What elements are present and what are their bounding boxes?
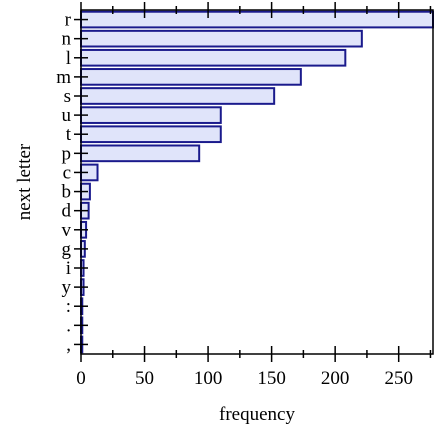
y-tick-label: , xyxy=(66,334,71,355)
x-tick-label: 0 xyxy=(76,368,86,389)
y-tick-label: n xyxy=(62,29,72,50)
y-tick-label: y xyxy=(62,277,72,298)
y-axis-title: next letter xyxy=(14,143,35,220)
y-tick-label: g xyxy=(62,239,72,260)
y-tick-label: v xyxy=(62,220,72,241)
y-tick-label: b xyxy=(62,182,72,203)
y-tick-label: p xyxy=(62,143,72,164)
y-tick-label: r xyxy=(65,10,72,31)
x-tick-label: 250 xyxy=(384,368,413,389)
y-tick-label: u xyxy=(62,105,72,126)
y-tick-label: i xyxy=(66,258,71,279)
y-tick-label: t xyxy=(66,124,72,145)
x-tick-label: 100 xyxy=(194,368,223,389)
y-tick-label: d xyxy=(62,201,72,222)
x-tick-label: 150 xyxy=(257,368,286,389)
bar-3 xyxy=(80,68,302,86)
y-tick-label: c xyxy=(63,162,71,183)
y-tick-label: : xyxy=(66,296,71,317)
bar-1 xyxy=(80,29,363,48)
bar-6 xyxy=(80,125,222,144)
bar-7 xyxy=(80,144,201,163)
bar-2 xyxy=(80,48,347,67)
bar-5 xyxy=(80,106,222,124)
y-tick-label: s xyxy=(64,86,71,107)
x-tick-label: 200 xyxy=(321,368,350,389)
bars-group xyxy=(80,10,434,354)
y-tick-label: l xyxy=(66,48,71,69)
x-axis-title: frequency xyxy=(219,404,295,425)
plot-frame xyxy=(80,9,434,355)
y-tick-label: . xyxy=(66,315,71,336)
bar-0 xyxy=(80,10,434,29)
x-tick-label: 50 xyxy=(135,368,154,389)
y-tick-label: m xyxy=(56,67,71,88)
bar-4 xyxy=(80,87,276,105)
